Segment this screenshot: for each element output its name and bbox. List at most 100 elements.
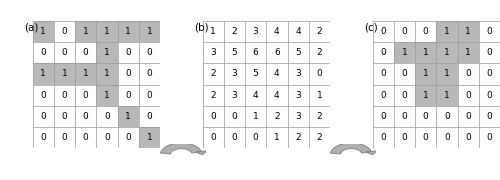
Text: 1: 1 [125,27,131,36]
Text: 1: 1 [125,112,131,121]
Text: 0: 0 [210,133,216,142]
Bar [96,21,118,42]
Text: 0: 0 [62,91,67,100]
Text: 2: 2 [316,48,322,57]
Text: 0: 0 [402,133,407,142]
Text: 0: 0 [125,48,131,57]
Text: 0: 0 [444,133,450,142]
Bar [415,85,436,106]
Text: 1: 1 [146,133,152,142]
Text: 0: 0 [83,112,88,121]
Text: 1: 1 [104,91,110,100]
Text: 4: 4 [296,27,301,36]
Text: 3: 3 [232,91,237,100]
Text: 0: 0 [402,69,407,78]
Text: 0: 0 [486,133,492,142]
Text: 0: 0 [146,69,152,78]
Text: 0: 0 [402,27,407,36]
Text: 0: 0 [232,133,237,142]
Bar [96,42,118,63]
Bar [139,127,160,148]
Text: 0: 0 [402,112,407,121]
Bar [394,42,415,63]
Bar [54,63,75,85]
Text: 0: 0 [62,48,67,57]
Text: 0: 0 [146,91,152,100]
Text: 0: 0 [402,91,407,100]
Text: 0: 0 [465,69,471,78]
Bar [436,21,458,42]
Text: 1: 1 [274,133,280,142]
Text: 0: 0 [232,112,237,121]
Text: (c): (c) [364,23,378,33]
Text: 1: 1 [210,27,216,36]
Text: 0: 0 [486,27,492,36]
Text: 4: 4 [253,91,258,100]
Bar [436,42,458,63]
Text: 5: 5 [295,48,301,57]
Text: 0: 0 [125,91,131,100]
Text: 0: 0 [423,27,428,36]
Text: 1: 1 [444,91,450,100]
Text: 1: 1 [444,48,450,57]
Text: 1: 1 [423,69,428,78]
Text: 0: 0 [253,133,258,142]
Polygon shape [330,143,378,155]
Text: 0: 0 [125,69,131,78]
Text: 4: 4 [274,27,280,36]
Text: 0: 0 [380,69,386,78]
Text: 3: 3 [253,27,258,36]
Text: 0: 0 [486,91,492,100]
Text: 1: 1 [83,27,88,36]
Bar [75,63,96,85]
Bar [96,85,118,106]
Text: 3: 3 [232,69,237,78]
Text: 0: 0 [380,133,386,142]
Text: 0: 0 [316,69,322,78]
Text: 0: 0 [486,112,492,121]
Text: 1: 1 [316,91,322,100]
Text: 0: 0 [465,133,471,142]
Bar [118,21,139,42]
Text: 1: 1 [423,91,428,100]
Text: 0: 0 [62,112,67,121]
Text: 3: 3 [210,48,216,57]
Text: 0: 0 [104,112,110,121]
Bar [32,63,54,85]
Text: 0: 0 [486,48,492,57]
Text: 0: 0 [423,133,428,142]
Text: 1: 1 [62,69,67,78]
Text: 1: 1 [253,112,258,121]
Text: 0: 0 [380,27,386,36]
Text: 0: 0 [486,69,492,78]
Bar [458,42,479,63]
Text: 1: 1 [40,69,46,78]
Text: 6: 6 [274,48,280,57]
Bar [96,63,118,85]
Text: 0: 0 [125,133,131,142]
Bar [139,21,160,42]
Bar [436,85,458,106]
Text: 2: 2 [316,27,322,36]
Text: 1: 1 [465,27,471,36]
Text: 0: 0 [62,27,67,36]
Text: 0: 0 [40,91,46,100]
Text: 1: 1 [83,69,88,78]
Text: 0: 0 [146,112,152,121]
Text: 0: 0 [83,91,88,100]
Text: 0: 0 [465,112,471,121]
Text: 5: 5 [253,69,258,78]
Text: 1: 1 [104,69,110,78]
Text: 0: 0 [210,112,216,121]
Text: 0: 0 [465,91,471,100]
Polygon shape [160,143,208,155]
Bar [458,21,479,42]
Text: 1: 1 [402,48,407,57]
Text: 1: 1 [423,48,428,57]
Text: 2: 2 [316,112,322,121]
Text: 0: 0 [40,48,46,57]
Bar [436,63,458,85]
Text: 4: 4 [274,91,280,100]
Text: 5: 5 [232,48,237,57]
Text: 0: 0 [423,112,428,121]
